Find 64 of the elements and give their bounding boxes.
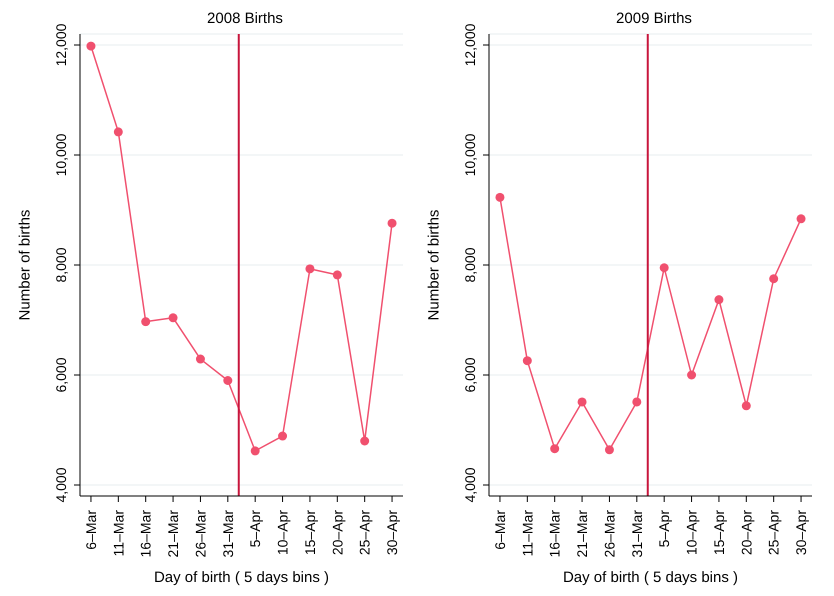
- x-tick-label: 26–Mar: [601, 510, 618, 558]
- point: [796, 214, 806, 224]
- y-axis-title: Number of births: [425, 210, 442, 320]
- x-tick-label: 31–Mar: [628, 510, 645, 558]
- point: [141, 317, 150, 326]
- x-tick-label: 6–Mar: [82, 510, 99, 550]
- point: [196, 354, 205, 364]
- x-tick-label: 5–Apr: [247, 510, 264, 548]
- point: [742, 401, 751, 410]
- x-tick-label: 16–Mar: [138, 510, 154, 558]
- x-tick-label: 25–Apr: [766, 510, 782, 556]
- x-tick-label: 30–Apr: [384, 510, 400, 556]
- x-tick-label: 25–Apr: [356, 510, 373, 556]
- y-axis-title: Number of births: [16, 210, 34, 320]
- point: [660, 263, 669, 272]
- y-tick-label: 6,000: [462, 357, 478, 393]
- x-tick-label: 10–Apr: [684, 510, 700, 556]
- point: [305, 264, 314, 274]
- x-tick-label: 30–Apr: [793, 510, 810, 556]
- x-tick-label: 11–Mar: [110, 510, 126, 556]
- point: [632, 397, 642, 406]
- y-tick-label: 12,000: [462, 23, 478, 66]
- x-tick-label: 10–Apr: [274, 510, 291, 556]
- y-tick-label: 10,000: [462, 133, 478, 176]
- y-tick-label: 4,000: [462, 467, 478, 503]
- point: [495, 192, 504, 202]
- x-tick-label: 5–Apr: [656, 510, 672, 548]
- y-tick-label: 12,000: [53, 23, 69, 66]
- y-tick-label: 8,000: [53, 247, 69, 283]
- x-tick-label: 31–Mar: [220, 510, 236, 558]
- point: [522, 356, 532, 366]
- point: [769, 274, 778, 284]
- x-tick-label: 11–Mar: [519, 510, 536, 556]
- x-axis-title: Day of birth ( 5 days bins ): [154, 569, 330, 586]
- y-tick-label: 10,000: [53, 133, 69, 176]
- x-axis-title: Day of birth ( 5 days bins ): [562, 569, 738, 586]
- point: [223, 376, 232, 385]
- y-tick-label: 6,000: [53, 357, 69, 393]
- x-tick-label: 21–Mar: [574, 510, 590, 558]
- x-tick-label: 6–Mar: [492, 510, 508, 550]
- chart-title: 2009 Births: [615, 10, 693, 27]
- point: [687, 370, 696, 380]
- point: [332, 270, 342, 280]
- x-tick-label: 21–Mar: [165, 510, 182, 558]
- point: [168, 313, 178, 322]
- x-tick-label: 16–Mar: [546, 510, 563, 558]
- y-tick-label: 4,000: [53, 467, 69, 503]
- y-tick-label: 8,000: [462, 247, 478, 283]
- point: [388, 218, 397, 228]
- x-tick-label: 15–Apr: [710, 510, 727, 556]
- point: [86, 42, 96, 51]
- point: [360, 436, 370, 446]
- x-tick-label: 20–Apr: [738, 510, 754, 556]
- point: [578, 397, 587, 406]
- point: [550, 444, 560, 454]
- chart-title: 2008 Births: [206, 10, 284, 27]
- x-tick-label: 15–Apr: [302, 510, 318, 556]
- point: [714, 295, 724, 304]
- point: [114, 127, 123, 136]
- point: [278, 432, 288, 441]
- x-tick-label: 26–Mar: [192, 510, 208, 558]
- x-tick-label: 20–Apr: [329, 510, 346, 556]
- point: [250, 446, 260, 456]
- point: [604, 445, 614, 454]
